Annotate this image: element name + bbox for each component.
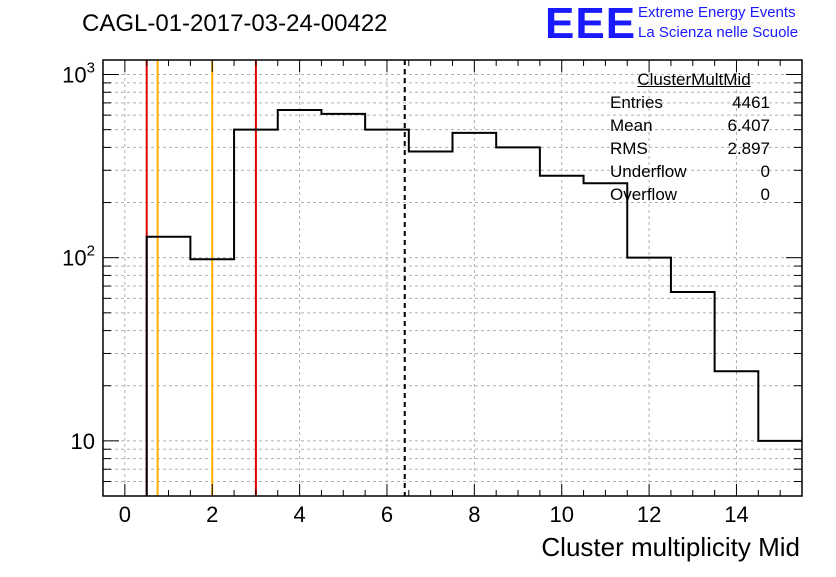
stats-label: Underflow <box>610 162 687 181</box>
stats-value: 4461 <box>732 93 770 112</box>
histogram-series <box>145 109 802 496</box>
x-tick-label: 6 <box>381 502 393 527</box>
x-tick-label: 8 <box>468 502 480 527</box>
x-tick-label: 4 <box>293 502 305 527</box>
stats-value: 6.407 <box>727 116 770 135</box>
eee-logo: EEE <box>545 0 637 48</box>
logo-line-2: La Scienza nelle Scuole <box>638 24 799 41</box>
x-tick-label: 2 <box>206 502 218 527</box>
stats-value: 0 <box>760 185 770 204</box>
stats-row-underflow: Underflow 0 <box>610 160 778 183</box>
stats-row-mean: Mean 6.407 <box>610 114 778 137</box>
y-tick-label: 10 <box>71 429 95 454</box>
y-tick-label: 102 <box>62 243 95 271</box>
x-tick-label: 12 <box>637 502 661 527</box>
stats-row-entries: Entries 4461 <box>610 91 778 114</box>
x-axis-label: Cluster multiplicity Mid <box>541 532 800 562</box>
stats-label: RMS <box>610 139 648 158</box>
stats-label: Mean <box>610 116 653 135</box>
run-title: CAGL-01-2017-03-24-00422 <box>82 10 388 37</box>
logo-line-1: Extreme Energy Events <box>638 4 796 21</box>
stats-label: Overflow <box>610 185 678 204</box>
stats-value: 0 <box>760 162 770 181</box>
stats-box: ClusterMultMid Entries 4461 Mean 6.407 R… <box>610 68 778 206</box>
x-tick-label: 14 <box>724 502 748 527</box>
stats-value: 2.897 <box>727 139 770 158</box>
stats-label: Entries <box>610 93 663 112</box>
stats-row-overflow: Overflow 0 <box>610 183 778 206</box>
x-tick-label: 0 <box>119 502 131 527</box>
x-tick-label: 10 <box>549 502 573 527</box>
stats-title: ClusterMultMid <box>637 70 751 89</box>
stats-row-rms: RMS 2.897 <box>610 137 778 160</box>
y-tick-label: 103 <box>62 60 95 88</box>
